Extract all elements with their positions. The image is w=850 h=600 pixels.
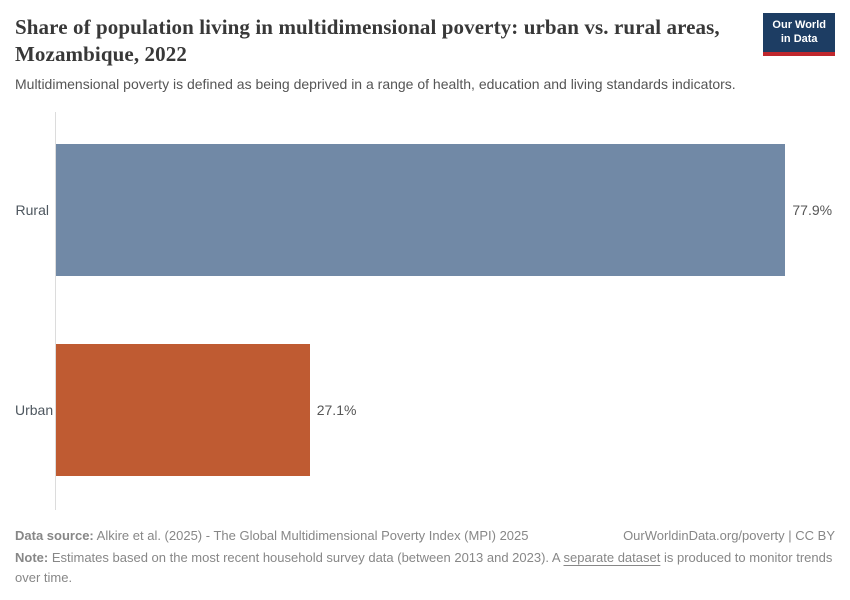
category-label-urban: Urban	[15, 402, 54, 418]
bar-row: Rural 77.9%	[15, 110, 835, 310]
bar-rural[interactable]	[56, 144, 786, 276]
data-source-text: Alkire et al. (2025) - The Global Multid…	[93, 527, 529, 543]
plot-area: Rural 77.9% Urban 27.1%	[15, 110, 835, 510]
data-source-line: Data source: Alkire et al. (2025) - The …	[15, 526, 529, 546]
bar-urban[interactable]	[56, 344, 310, 476]
note-text-2: is produced to monitor trends over time.	[15, 550, 833, 585]
footer-note: Note: Estimates based on the most recent…	[15, 548, 835, 587]
chart-footer: Data source: Alkire et al. (2025) - The …	[15, 526, 835, 588]
owid-logo[interactable]: Our World in Data	[763, 13, 835, 56]
owid-logo-line2: in Data	[780, 33, 818, 46]
note-text-1: Estimates based on the most recent house…	[48, 550, 564, 565]
chart-title: Share of population living in multidimen…	[15, 15, 720, 67]
bar-track: 27.1%	[56, 344, 835, 476]
bar-row: Urban 27.1%	[15, 310, 835, 510]
value-label-urban: 27.1%	[316, 402, 357, 418]
value-label-rural: 77.9%	[792, 202, 833, 218]
note-prefix: Note:	[15, 550, 49, 565]
separate-dataset-link[interactable]: separate dataset	[563, 550, 661, 565]
footer-row-datasource: Data source: Alkire et al. (2025) - The …	[15, 526, 835, 546]
y-axis-line	[55, 112, 56, 510]
chart-subtitle: Multidimensional poverty is defined as b…	[15, 75, 736, 92]
bar-track: 77.9%	[56, 144, 835, 276]
data-source-prefix: Data source:	[15, 527, 94, 543]
category-label-rural: Rural	[15, 202, 49, 218]
attribution-link[interactable]: OurWorldinData.org/poverty | CC BY	[623, 527, 835, 543]
owid-logo-line1: Our World	[772, 19, 826, 31]
chart-header: Share of population living in multidimen…	[0, 0, 850, 92]
